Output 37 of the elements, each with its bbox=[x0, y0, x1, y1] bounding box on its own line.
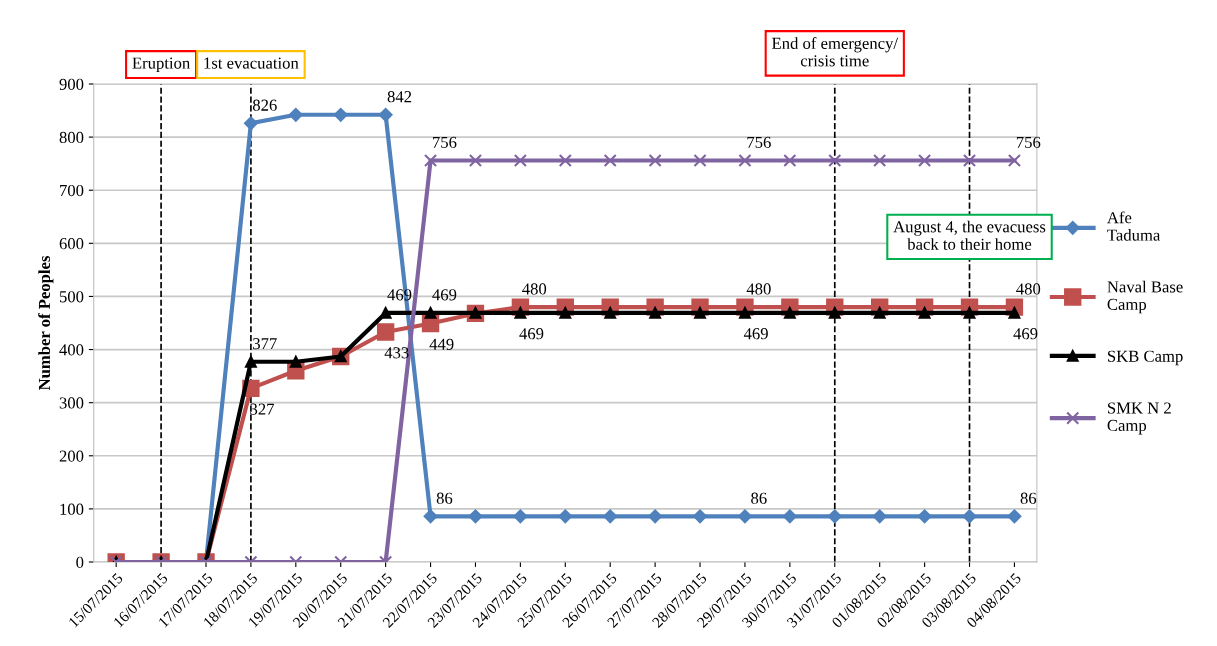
y-tick-label: 800 bbox=[59, 131, 84, 144]
data-label: 756 bbox=[747, 136, 771, 148]
data-label: 86 bbox=[436, 492, 453, 504]
data-label: 86 bbox=[1020, 492, 1037, 504]
y-tick-label: 600 bbox=[59, 238, 84, 250]
y-axis-title: Number of Peoples bbox=[38, 255, 54, 391]
y-tick-label: 200 bbox=[59, 450, 84, 462]
data-label: 327 bbox=[250, 403, 275, 415]
data-label: 480 bbox=[746, 283, 771, 295]
ref-line-label: August 4, the evacuess back to their home bbox=[893, 220, 1046, 250]
data-label: 756 bbox=[433, 136, 457, 148]
y-tick-label: 500 bbox=[59, 291, 84, 303]
y-tick-label: 0 bbox=[76, 556, 84, 568]
data-label: 377 bbox=[253, 338, 277, 350]
legend-label: Naval Base Camp bbox=[1107, 280, 1183, 314]
y-tick-label: 700 bbox=[60, 184, 84, 197]
ref-line-label: 1st evacuation bbox=[204, 57, 299, 69]
data-label: 469 bbox=[519, 328, 544, 340]
data-label: 449 bbox=[429, 338, 454, 350]
y-tick-label: 300 bbox=[59, 397, 84, 409]
data-label: 86 bbox=[751, 492, 767, 504]
data-label: 469 bbox=[743, 328, 768, 340]
ref-line-label: Eruption bbox=[132, 57, 190, 73]
data-label: 480 bbox=[522, 283, 547, 295]
ref-line-label: End of emergency/ crisis time bbox=[772, 37, 899, 67]
y-tick-label: 900 bbox=[59, 78, 84, 90]
data-label: 842 bbox=[387, 91, 412, 103]
legend-label: Afe Taduma bbox=[1107, 211, 1161, 241]
y-tick-label: 100 bbox=[60, 503, 84, 515]
data-label: 826 bbox=[252, 99, 277, 111]
data-label: 469 bbox=[1013, 328, 1038, 340]
data-label: 756 bbox=[1016, 136, 1041, 148]
y-tick-label: 400 bbox=[59, 344, 84, 356]
legend-label: SMK N 2 Camp bbox=[1107, 402, 1171, 435]
legend-label: SKB Camp bbox=[1108, 350, 1183, 366]
data-label: 469 bbox=[432, 289, 457, 301]
data-label: 480 bbox=[1016, 283, 1041, 295]
